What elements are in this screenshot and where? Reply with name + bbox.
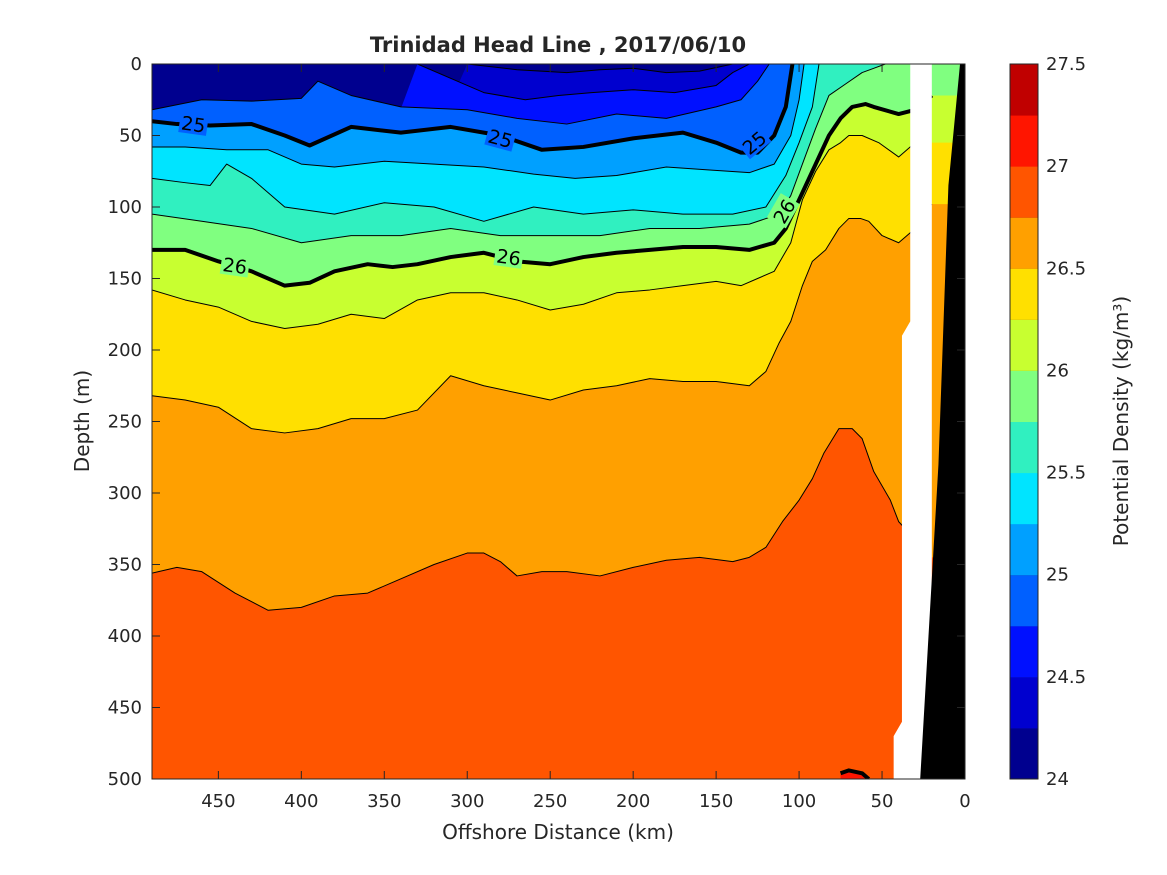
colorbar-band bbox=[1010, 727, 1038, 780]
colorbar-frame bbox=[1009, 63, 1039, 780]
density-band-26-75 bbox=[152, 428, 965, 779]
y-tick-label: 0 bbox=[131, 54, 142, 75]
colorbar-band bbox=[1010, 115, 1038, 167]
x-tick-label: 450 bbox=[201, 791, 235, 812]
y-tick-label: 400 bbox=[108, 626, 142, 647]
x-tick-label: 50 bbox=[871, 791, 894, 812]
contour-label-bg bbox=[766, 193, 800, 229]
colorbar-band bbox=[1010, 421, 1038, 474]
isoline-26-75 bbox=[152, 428, 916, 611]
colorbar-tick-label: 25 bbox=[1046, 565, 1069, 586]
contour-label: 25 bbox=[180, 112, 207, 137]
y-axis: 0 50 100 150 200 250 300 350 400 450 500 bbox=[108, 54, 965, 790]
colorbar-tick-label: 26 bbox=[1046, 360, 1069, 381]
isoline-25-25 bbox=[152, 64, 805, 179]
x-tick-label: 300 bbox=[450, 791, 484, 812]
colorbar-tick-label: 26.5 bbox=[1046, 258, 1086, 279]
colorbar-ticks: 24 24.5 25 25.5 26 26.5 27 27.5 bbox=[1046, 54, 1086, 790]
isoline-26-5 bbox=[152, 203, 933, 434]
contour-label-bg bbox=[493, 243, 525, 269]
chart-title: Trinidad Head Line , 2017/06/10 bbox=[370, 33, 746, 57]
isoline-26 bbox=[152, 93, 934, 288]
x-axis: 450 400 350 300 250 200 150 100 50 0 bbox=[201, 64, 971, 812]
y-axis-label: Depth (m) bbox=[70, 370, 94, 472]
colorbar-tick-label: 24 bbox=[1046, 769, 1069, 790]
x-tick-label: 0 bbox=[959, 791, 970, 812]
colorbar-band bbox=[1010, 472, 1038, 525]
contour-label-bg bbox=[735, 124, 772, 160]
colorbar-band bbox=[1010, 166, 1038, 218]
shelf-layer bbox=[893, 64, 965, 779]
colorbar-band bbox=[1010, 523, 1038, 576]
y-tick-label: 200 bbox=[108, 340, 142, 361]
seafloor bbox=[920, 64, 965, 779]
y-tick-label: 300 bbox=[108, 483, 142, 504]
colorbar-band bbox=[1010, 370, 1038, 422]
colorbar-label: Potential Density (kg/m³) bbox=[1109, 296, 1133, 547]
colorbar-band bbox=[1010, 217, 1038, 269]
colorbar-band bbox=[1010, 319, 1038, 371]
colorbar bbox=[1010, 63, 1038, 780]
isoline-27 bbox=[839, 768, 871, 779]
colorbar-tick-label: 27 bbox=[1046, 156, 1069, 177]
contour-label-bg bbox=[178, 110, 210, 136]
density-fill-layer bbox=[152, 64, 965, 779]
y-tick-label: 350 bbox=[108, 555, 142, 576]
contour-label-bg bbox=[219, 251, 251, 278]
y-tick-label: 150 bbox=[108, 269, 142, 290]
isoline-25-5 bbox=[152, 64, 820, 222]
isoline-24-25 bbox=[467, 64, 733, 74]
contour-label: 26 bbox=[495, 245, 522, 270]
contour-label-bg bbox=[484, 123, 518, 152]
y-tick-label: 100 bbox=[108, 197, 142, 218]
colorbar-band bbox=[1010, 64, 1038, 116]
x-tick-label: 400 bbox=[284, 791, 318, 812]
colorbar-band bbox=[1010, 625, 1038, 678]
isoline-25-75 bbox=[152, 64, 886, 244]
y-tick-label: 450 bbox=[108, 698, 142, 719]
y-tick-label: 250 bbox=[108, 412, 142, 433]
colorbar-tick-label: 24.5 bbox=[1046, 667, 1086, 688]
colorbar-band bbox=[1010, 676, 1038, 729]
isoline-26-25 bbox=[152, 135, 916, 330]
y-tick-label: 500 bbox=[108, 769, 142, 790]
isoline-24-5 bbox=[417, 64, 750, 101]
contour-label: 26 bbox=[221, 254, 248, 279]
x-tick-label: 100 bbox=[782, 791, 816, 812]
colorbar-band bbox=[1010, 268, 1038, 320]
x-tick-label: 250 bbox=[533, 791, 567, 812]
x-tick-label: 150 bbox=[699, 791, 733, 812]
colorbar-band bbox=[1010, 574, 1038, 627]
no-data-region bbox=[893, 64, 932, 779]
x-axis-label: Offshore Distance (km) bbox=[442, 820, 674, 844]
y-tick-label: 50 bbox=[119, 126, 142, 147]
isoline-24-75 bbox=[152, 64, 770, 125]
colorbar-tick-label: 27.5 bbox=[1046, 54, 1086, 75]
x-tick-label: 350 bbox=[367, 791, 401, 812]
x-tick-label: 200 bbox=[616, 791, 650, 812]
colorbar-tick-label: 25.5 bbox=[1046, 463, 1086, 484]
